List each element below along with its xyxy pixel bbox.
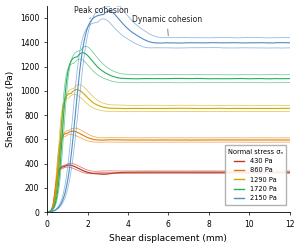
Y-axis label: Shear stress (Pa): Shear stress (Pa): [6, 71, 15, 147]
Legend: 430 Pa, 860 Pa, 1290 Pa, 1720 Pa, 2150 Pa: 430 Pa, 860 Pa, 1290 Pa, 1720 Pa, 2150 P…: [225, 145, 286, 205]
Text: Peak cohesion: Peak cohesion: [74, 6, 129, 18]
X-axis label: Shear displacement (mm): Shear displacement (mm): [110, 235, 227, 244]
Text: Dynamic cohesion: Dynamic cohesion: [132, 15, 202, 36]
